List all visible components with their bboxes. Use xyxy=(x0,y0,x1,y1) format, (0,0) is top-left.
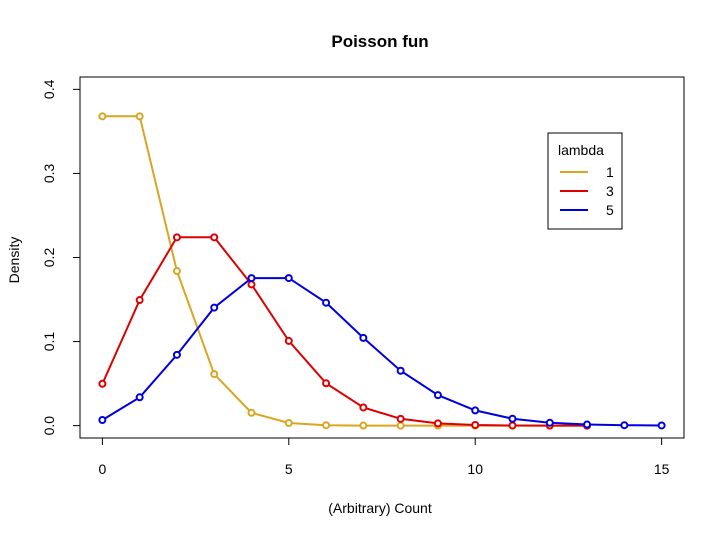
data-point xyxy=(135,393,144,402)
data-point xyxy=(98,416,107,425)
legend-label-3: 3 xyxy=(606,183,614,199)
data-point xyxy=(433,419,442,428)
data-point xyxy=(247,274,256,283)
data-point xyxy=(583,420,592,429)
data-point xyxy=(322,298,331,307)
series-3 xyxy=(98,233,592,430)
series-layer xyxy=(98,112,666,430)
data-point xyxy=(135,112,144,121)
data-point xyxy=(471,406,480,415)
data-point xyxy=(359,333,368,342)
x-tick-label: 15 xyxy=(654,461,670,477)
data-point xyxy=(359,421,368,430)
y-axis: 0.0 0.1 0.2 0.3 0.4 xyxy=(41,79,81,436)
series-line-3 xyxy=(101,236,588,427)
data-point xyxy=(210,233,219,242)
data-point xyxy=(247,280,256,289)
data-point xyxy=(284,274,293,283)
series-line-5 xyxy=(101,277,662,427)
data-point xyxy=(210,303,219,312)
y-tick-label: 0.4 xyxy=(41,79,57,99)
data-point xyxy=(508,414,517,423)
x-tick-label: 0 xyxy=(98,461,106,477)
y-tick-label: 0.3 xyxy=(41,163,57,183)
data-point xyxy=(396,421,405,430)
x-axis: 0 5 10 15 xyxy=(98,437,670,477)
data-point xyxy=(508,421,517,430)
y-tick-label: 0.0 xyxy=(41,416,57,436)
chart-title: Poisson fun xyxy=(331,32,428,51)
legend-label-1: 1 xyxy=(606,164,614,180)
data-point xyxy=(433,391,442,400)
data-point xyxy=(172,233,181,242)
series-1 xyxy=(98,112,592,430)
series-5 xyxy=(98,274,666,430)
data-point xyxy=(172,350,181,359)
data-point xyxy=(322,379,331,388)
legend-box xyxy=(547,132,623,230)
y-tick-label: 0.1 xyxy=(41,332,57,352)
legend: lambda 1 3 5 xyxy=(547,132,623,230)
data-point xyxy=(98,112,107,121)
data-point xyxy=(359,403,368,412)
data-point xyxy=(247,408,256,417)
data-point xyxy=(657,421,666,430)
legend-title: lambda xyxy=(558,142,604,158)
y-tick-label: 0.2 xyxy=(41,248,57,268)
data-point xyxy=(135,296,144,305)
data-point xyxy=(396,414,405,423)
data-point xyxy=(545,418,554,427)
data-point xyxy=(172,267,181,276)
data-point xyxy=(620,421,629,430)
plot-frame xyxy=(79,76,685,439)
data-point xyxy=(210,370,219,379)
x-tick-label: 10 xyxy=(467,461,483,477)
data-point xyxy=(98,379,107,388)
legend-label-5: 5 xyxy=(606,202,614,218)
data-point xyxy=(471,420,480,429)
data-point xyxy=(396,366,405,375)
data-point xyxy=(284,336,293,345)
x-axis-label: (Arbitrary) Count xyxy=(328,500,432,516)
x-tick-label: 5 xyxy=(285,461,293,477)
data-point xyxy=(284,419,293,428)
data-point xyxy=(322,421,331,430)
y-axis-label: Density xyxy=(6,237,22,284)
